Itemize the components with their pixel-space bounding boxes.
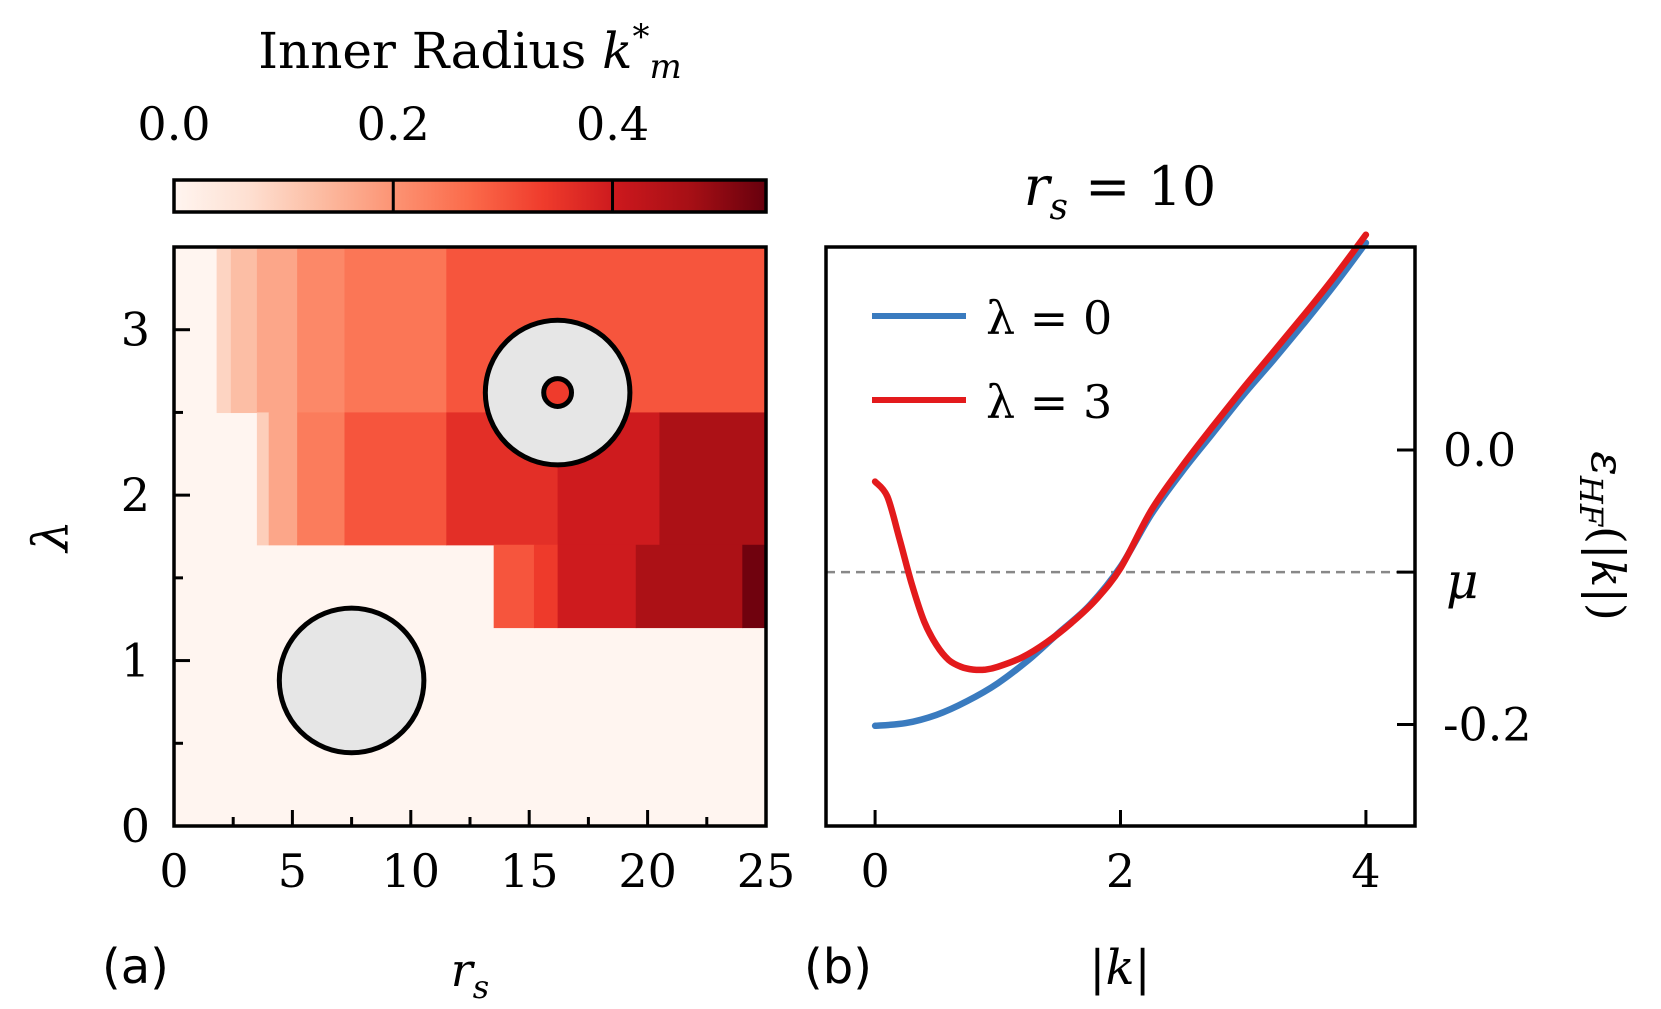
panel-b-ylabel: εHF(|k|) (1572, 451, 1635, 621)
heatmap-cell (344, 412, 447, 546)
x-tick-label: 10 (382, 844, 441, 898)
colorbar (174, 180, 766, 212)
x-tick-label: 2 (1106, 844, 1135, 898)
colorbar-title-subscript: m (649, 47, 681, 87)
heatmap-cell (635, 544, 743, 629)
heatmap-cell (344, 247, 447, 414)
panel-a-ylabel: λ (22, 520, 80, 554)
panel-b-y-ticks: 0.0 -0.2 μ (1397, 423, 1532, 751)
x-tick-label: 0 (860, 844, 889, 898)
heatmap-cell (256, 412, 270, 546)
panel-b-xlabel: |k| (1089, 940, 1150, 996)
legend-label-lambda-3: λ = 3 (986, 375, 1112, 429)
heatmap-cells (174, 247, 767, 827)
heatmap-cell (297, 412, 346, 546)
panel-a-label: (a) (102, 939, 169, 995)
colorbar-tick-label: 0.2 (357, 97, 430, 151)
colorbar-title: Inner Radius k*m (258, 17, 681, 87)
heatmap-cell (256, 247, 298, 414)
inset-disk-outer (276, 605, 427, 756)
colorbar-frame (172, 178, 768, 214)
inset-diagrams (276, 317, 633, 756)
y-tick-label: 3 (121, 303, 150, 357)
heatmap-cell (297, 247, 346, 414)
panel-a-xlabel: rs (451, 943, 489, 1006)
colorbar-title-text: Inner Radius (258, 22, 602, 80)
y-tick-label: 1 (121, 634, 150, 688)
x-tick-label: 5 (278, 844, 307, 898)
panel-b-series (871, 231, 1370, 730)
heatmap-cell (659, 412, 767, 546)
x-tick-label: 25 (737, 844, 796, 898)
x-tick-label: 15 (500, 844, 559, 898)
heatmap-cell (742, 544, 767, 629)
y-tick-label: 0 (121, 799, 150, 853)
y-tick-label: -0.2 (1443, 697, 1532, 751)
heatmap-cell (557, 544, 637, 629)
x-tick-label: 4 (1351, 844, 1380, 898)
legend-label-lambda-0: λ = 0 (986, 291, 1112, 345)
panel-b-frame (824, 245, 1417, 828)
heatmap-cell (230, 247, 258, 414)
series-line-lambda-3 (871, 231, 1370, 674)
colorbar-tick-label: 0.4 (576, 97, 649, 151)
colorbar-title-symbol: k (602, 22, 632, 80)
x-tick-label: 0 (159, 844, 188, 898)
heatmap-cell (533, 544, 559, 629)
heatmap-cell (493, 544, 535, 629)
panel-b-label: (b) (804, 939, 872, 995)
colorbar-tick-label: 0.0 (137, 97, 210, 151)
panel-a-x-ticks: 0 5 10 15 20 25 (159, 810, 795, 898)
panel-b-title: rs = 10 (1024, 155, 1217, 228)
x-tick-label: 20 (618, 844, 677, 898)
panel-a: 0 5 10 15 20 25 0 1 2 3 0.0 0.2 0.4 Inner Radius k… (22, 17, 795, 1006)
y-tick-label: 0.0 (1443, 423, 1516, 477)
panel-b-x-ticks: 0 2 4 (860, 810, 1381, 898)
colorbar-title-superscript: * (632, 17, 649, 57)
mu-tick-label: μ (1446, 552, 1479, 610)
heatmap-cell (216, 247, 232, 414)
inset-annulus-inner (541, 376, 575, 409)
legend: λ = 0 λ = 3 (872, 291, 1112, 429)
panel-b: 0 2 4 0.0 -0.2 μ λ = 0 λ = 3 rs = 10 |k| εHF… (804, 155, 1635, 996)
y-tick-label: 2 (121, 468, 150, 522)
colorbar-ticks: 0.0 0.2 0.4 (137, 97, 649, 212)
heatmap-cell (268, 412, 298, 546)
panel-a-y-ticks: 0 1 2 3 (121, 245, 190, 853)
